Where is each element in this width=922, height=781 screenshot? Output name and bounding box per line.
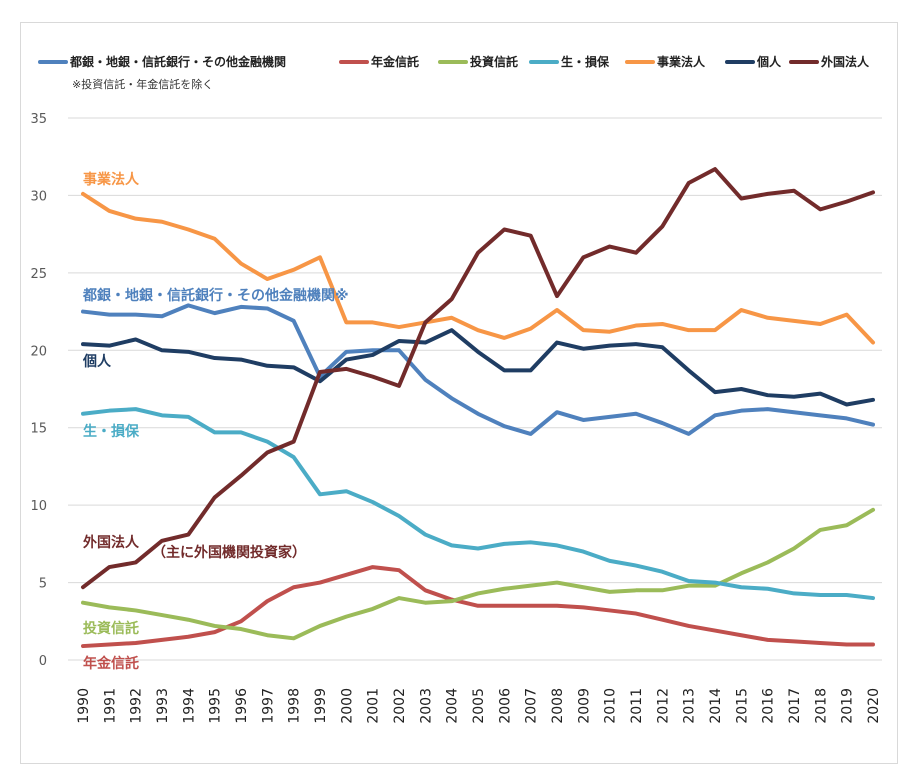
legend-label: 投資信託 bbox=[470, 54, 518, 69]
annotation-banks: 都銀・地銀・信託銀行・その他金融機関※ bbox=[82, 287, 349, 304]
y-tick-label: 5 bbox=[39, 577, 47, 592]
x-tick-label: 1992 bbox=[129, 688, 145, 724]
annotation-pension: 年金信託 bbox=[83, 655, 139, 672]
legend-item-invtrust: 投資信託 bbox=[438, 54, 518, 69]
legend-item-insurance: 生・損保 bbox=[529, 54, 610, 69]
y-axis: 0 5 10 15 20 25 30 35 bbox=[30, 112, 47, 669]
x-tick-label: 2018 bbox=[813, 688, 829, 724]
y-tick-label: 25 bbox=[30, 267, 47, 282]
x-tick-label: 2002 bbox=[392, 688, 408, 724]
legend-item-individual: 個人 bbox=[725, 54, 782, 69]
legend-label: 事業法人 bbox=[657, 54, 706, 69]
legend-item-pension: 年金信託 bbox=[339, 54, 419, 69]
annotation-foreign_sub: （主に外国機関投資家） bbox=[152, 544, 306, 561]
x-tick-label: 2012 bbox=[655, 688, 671, 724]
x-tick-label: 2020 bbox=[866, 688, 882, 724]
y-tick-label: 30 bbox=[30, 189, 47, 204]
y-tick-label: 20 bbox=[30, 344, 47, 359]
x-tick-label: 2011 bbox=[629, 688, 645, 724]
y-tick-label: 10 bbox=[30, 499, 47, 514]
x-tick-label: 2007 bbox=[524, 688, 540, 724]
legend-label: 年金信託 bbox=[371, 54, 419, 69]
legend-label: 生・損保 bbox=[561, 54, 610, 69]
x-tick-label: 2014 bbox=[708, 688, 724, 724]
series-line-insurance bbox=[81, 407, 875, 601]
x-tick-label: 2010 bbox=[603, 688, 619, 724]
series-line-corp bbox=[81, 191, 875, 345]
annotation-insurance: 生・損保 bbox=[83, 423, 140, 440]
legend: 都銀・地銀・信託銀行・その他金融機関 年金信託 投資信託 生・損保 事業法人 個人 外国法人 bbox=[38, 54, 870, 69]
annotation-foreign: 外国法人 bbox=[83, 534, 140, 551]
x-tick-label: 2003 bbox=[418, 688, 434, 724]
x-tick-label: 2017 bbox=[787, 688, 803, 724]
x-tick-label: 2019 bbox=[840, 688, 856, 724]
x-tick-label: 2001 bbox=[366, 688, 382, 724]
legend-item-corp: 事業法人 bbox=[625, 54, 706, 69]
gridlines bbox=[68, 117, 882, 661]
legend-item-foreign: 外国法人 bbox=[789, 54, 870, 69]
x-tick-label: 2006 bbox=[497, 688, 513, 724]
x-tick-label: 1999 bbox=[313, 688, 329, 724]
legend-note: ※投資信託・年金信託を除く bbox=[72, 77, 213, 91]
x-tick-label: 2013 bbox=[682, 688, 698, 724]
x-tick-label: 2005 bbox=[471, 688, 487, 724]
series-line-banks bbox=[81, 303, 875, 436]
series-line-foreign bbox=[81, 167, 875, 590]
x-tick-label: 2008 bbox=[550, 688, 566, 724]
x-tick-label: 1991 bbox=[102, 688, 118, 724]
series-line-invtrust bbox=[81, 507, 875, 641]
legend-item-banks: 都銀・地銀・信託銀行・その他金融機関 bbox=[38, 54, 286, 69]
annotation-individual: 個人 bbox=[82, 353, 112, 370]
x-tick-label: 2004 bbox=[445, 688, 461, 724]
x-tick-label: 2016 bbox=[761, 688, 777, 724]
x-tick-label: 2000 bbox=[339, 688, 355, 724]
annotation-invtrust: 投資信託 bbox=[83, 620, 139, 637]
legend-label: 都銀・地銀・信託銀行・その他金融機関 bbox=[69, 54, 286, 69]
x-axis: 1990 1991 1992 1993 1994 1995 1996 1997 1998 1999… bbox=[76, 688, 882, 724]
x-tick-label: 1994 bbox=[181, 688, 197, 724]
series-line-individual bbox=[81, 328, 875, 407]
x-tick-label: 1993 bbox=[155, 688, 171, 724]
series-lines bbox=[81, 167, 875, 649]
y-tick-label: 35 bbox=[30, 112, 47, 127]
x-tick-label: 1995 bbox=[208, 688, 224, 724]
annotation-corp: 事業法人 bbox=[83, 171, 140, 188]
legend-label: 外国法人 bbox=[821, 54, 870, 69]
x-tick-label: 1990 bbox=[76, 688, 92, 724]
y-tick-label: 0 bbox=[39, 654, 47, 669]
x-tick-label: 1996 bbox=[234, 688, 250, 724]
x-tick-label: 1997 bbox=[260, 688, 276, 724]
legend-label: 個人 bbox=[756, 54, 782, 69]
series-line-pension bbox=[81, 565, 875, 649]
x-tick-label: 1998 bbox=[287, 688, 303, 724]
x-tick-label: 2009 bbox=[576, 688, 592, 724]
y-tick-label: 15 bbox=[30, 422, 47, 437]
x-tick-label: 2015 bbox=[734, 688, 750, 724]
